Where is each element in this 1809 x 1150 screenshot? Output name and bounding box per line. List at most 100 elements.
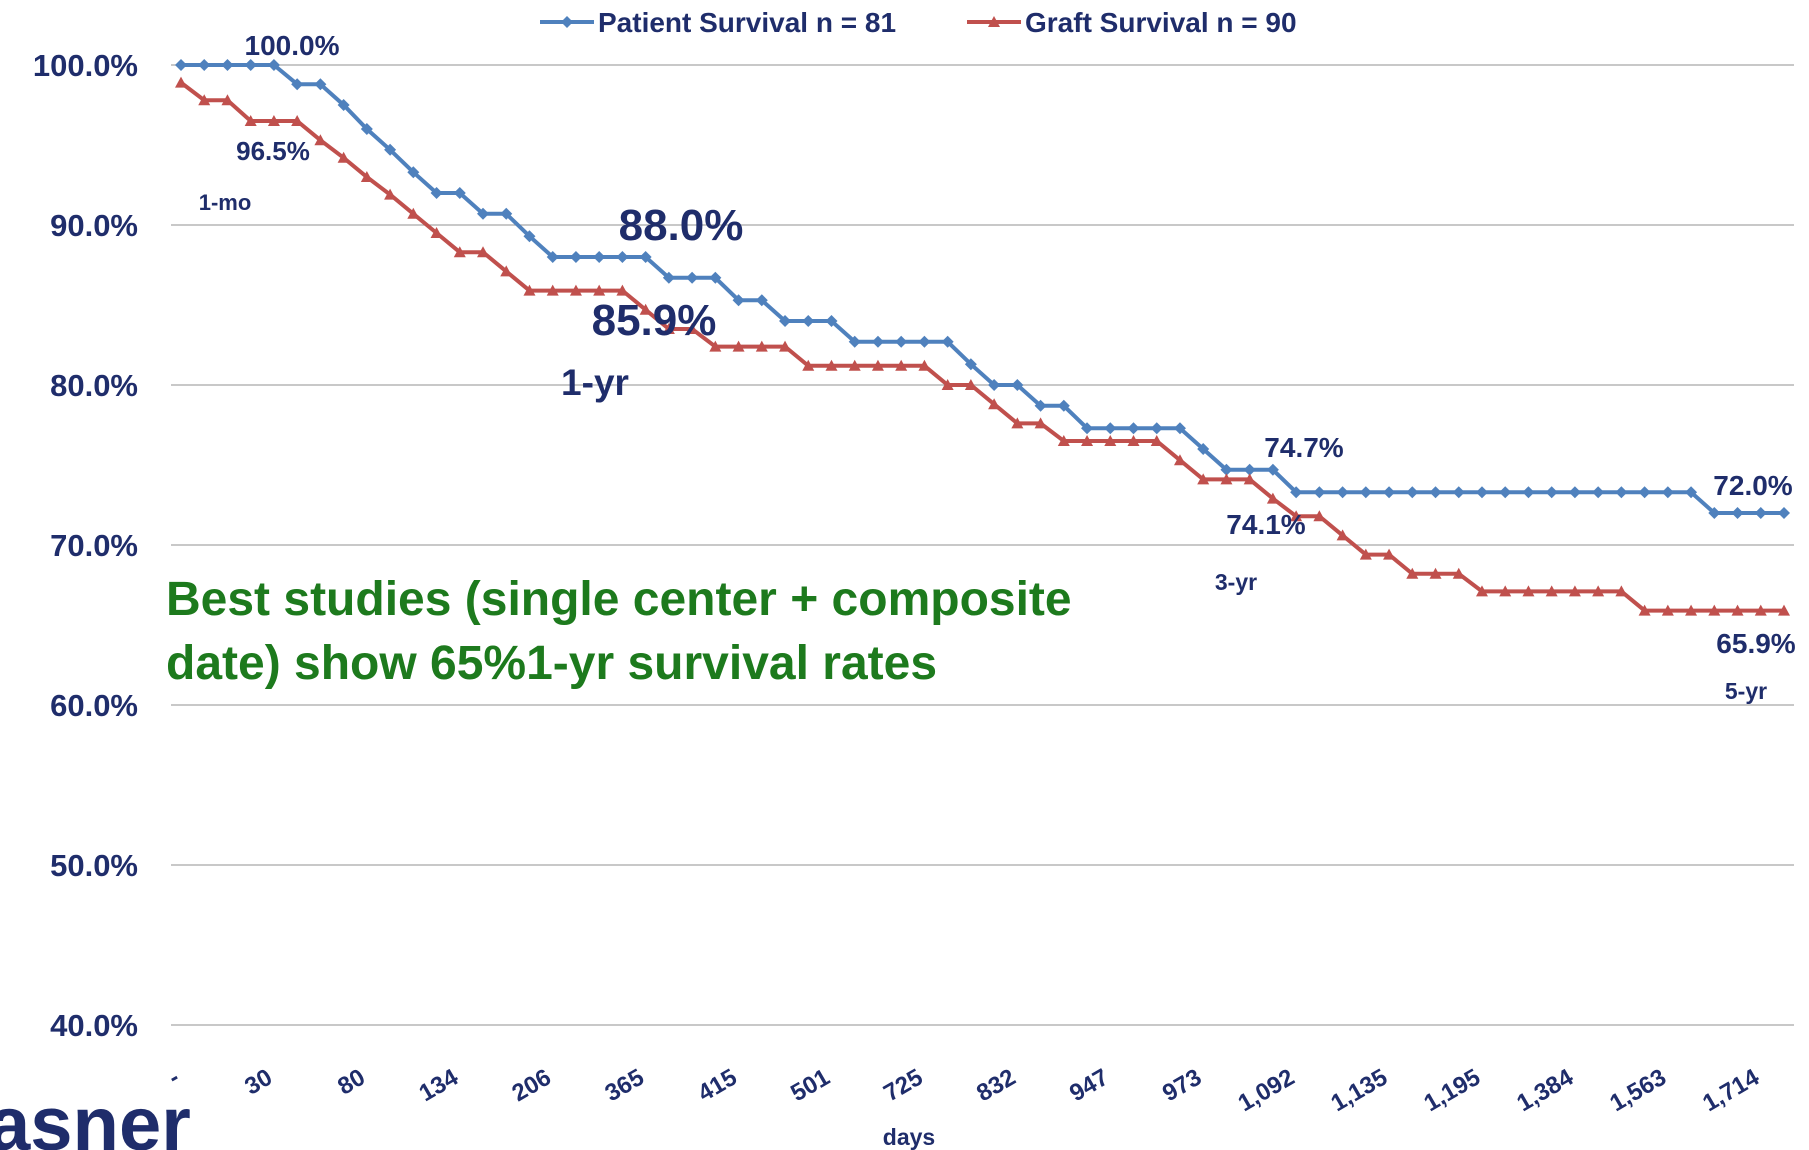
x-tick-label: 725 [879, 1064, 927, 1107]
point [639, 303, 652, 315]
point [1034, 399, 1047, 412]
point [1034, 417, 1047, 429]
point [1778, 507, 1790, 519]
point [337, 151, 350, 163]
point [1104, 435, 1117, 446]
point [1290, 510, 1303, 522]
point [1429, 567, 1442, 579]
point [1522, 585, 1535, 597]
y-tick-label: 70.0% [50, 528, 138, 563]
point [1778, 604, 1790, 616]
x-axis-label: days [883, 1124, 935, 1150]
point [1127, 422, 1140, 435]
point [639, 251, 652, 263]
point [686, 271, 699, 284]
point [918, 335, 931, 348]
logo: asner [0, 1082, 191, 1150]
x-tick-label: 1,563 [1605, 1064, 1671, 1117]
point [1359, 548, 1372, 560]
point [291, 78, 304, 91]
point [244, 115, 257, 126]
point [1638, 604, 1651, 616]
annotation: 5-yr [1725, 678, 1767, 704]
point [1731, 604, 1744, 616]
point [941, 379, 954, 390]
point [1615, 486, 1628, 499]
point [1197, 443, 1210, 455]
point [964, 379, 977, 390]
point [1383, 548, 1396, 560]
x-tick-label: 1,384 [1512, 1063, 1578, 1117]
point [1499, 486, 1512, 499]
point [1150, 435, 1163, 446]
annotation: 74.1% [1226, 509, 1305, 540]
point [1266, 463, 1279, 476]
series-line [181, 63, 1784, 515]
x-tick-label: 973 [1158, 1064, 1206, 1107]
point [1452, 486, 1465, 499]
annotation: 88.0% [619, 201, 744, 250]
legend-label: Patient Survival n = 81 [598, 7, 896, 38]
annotation: 72.0% [1713, 470, 1792, 501]
point [477, 246, 490, 258]
point [802, 315, 815, 327]
point [198, 94, 211, 106]
point [267, 59, 280, 71]
annotation: 65.9% [1716, 628, 1795, 659]
point [1661, 604, 1674, 616]
point [988, 379, 1001, 391]
point [1057, 435, 1070, 446]
point [1127, 435, 1140, 446]
annotation: 3-yr [1215, 569, 1257, 595]
point [732, 340, 745, 352]
point [709, 271, 722, 284]
point [1197, 473, 1210, 485]
x-tick-label: 832 [972, 1064, 1020, 1107]
point [1290, 486, 1303, 499]
point [1475, 585, 1488, 597]
point [895, 335, 908, 348]
point [732, 294, 745, 307]
point [267, 115, 280, 126]
point [221, 94, 234, 106]
point [1429, 486, 1442, 499]
point [616, 284, 629, 296]
point [546, 251, 559, 263]
x-tick-label: 206 [508, 1064, 556, 1107]
point [1081, 422, 1094, 435]
point [1615, 585, 1628, 597]
point [360, 123, 373, 135]
point [1011, 417, 1024, 429]
point [1150, 422, 1163, 435]
point [221, 59, 234, 71]
point [1313, 510, 1326, 522]
point [1104, 422, 1117, 435]
point [1475, 486, 1488, 499]
annotation: 85.9% [592, 296, 717, 345]
point [1243, 473, 1256, 485]
point [1266, 492, 1279, 504]
point [755, 294, 768, 307]
point [337, 99, 350, 111]
point [1173, 454, 1186, 466]
annotation: 1-mo [199, 190, 252, 215]
point [1685, 486, 1698, 499]
point [1336, 529, 1349, 541]
x-tick-label: 1,092 [1234, 1064, 1300, 1117]
point [1568, 585, 1581, 597]
annotation: 96.5% [236, 136, 310, 166]
point [198, 59, 211, 71]
point [569, 251, 582, 263]
note: Best studies (single center + composite [166, 573, 1072, 626]
point [1545, 585, 1558, 597]
point [1568, 486, 1581, 499]
point [500, 265, 513, 277]
y-tick-label: 100.0% [33, 48, 138, 83]
point [1383, 486, 1396, 499]
y-tick-label: 50.0% [50, 848, 138, 883]
point [1754, 507, 1767, 519]
point [941, 335, 954, 348]
point [1522, 486, 1535, 499]
point [616, 251, 629, 263]
